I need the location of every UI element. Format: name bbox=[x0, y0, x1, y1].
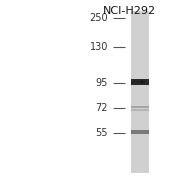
Bar bbox=[131, 11, 149, 173]
Text: 95: 95 bbox=[96, 78, 108, 88]
Text: NCI-H292: NCI-H292 bbox=[103, 6, 156, 16]
Text: 72: 72 bbox=[96, 103, 108, 113]
Text: 250: 250 bbox=[89, 13, 108, 23]
Bar bbox=[131, 79, 149, 85]
Text: 55: 55 bbox=[96, 128, 108, 138]
Bar bbox=[131, 130, 149, 134]
Bar bbox=[131, 106, 149, 108]
Bar bbox=[131, 109, 149, 111]
Text: 130: 130 bbox=[90, 42, 108, 52]
